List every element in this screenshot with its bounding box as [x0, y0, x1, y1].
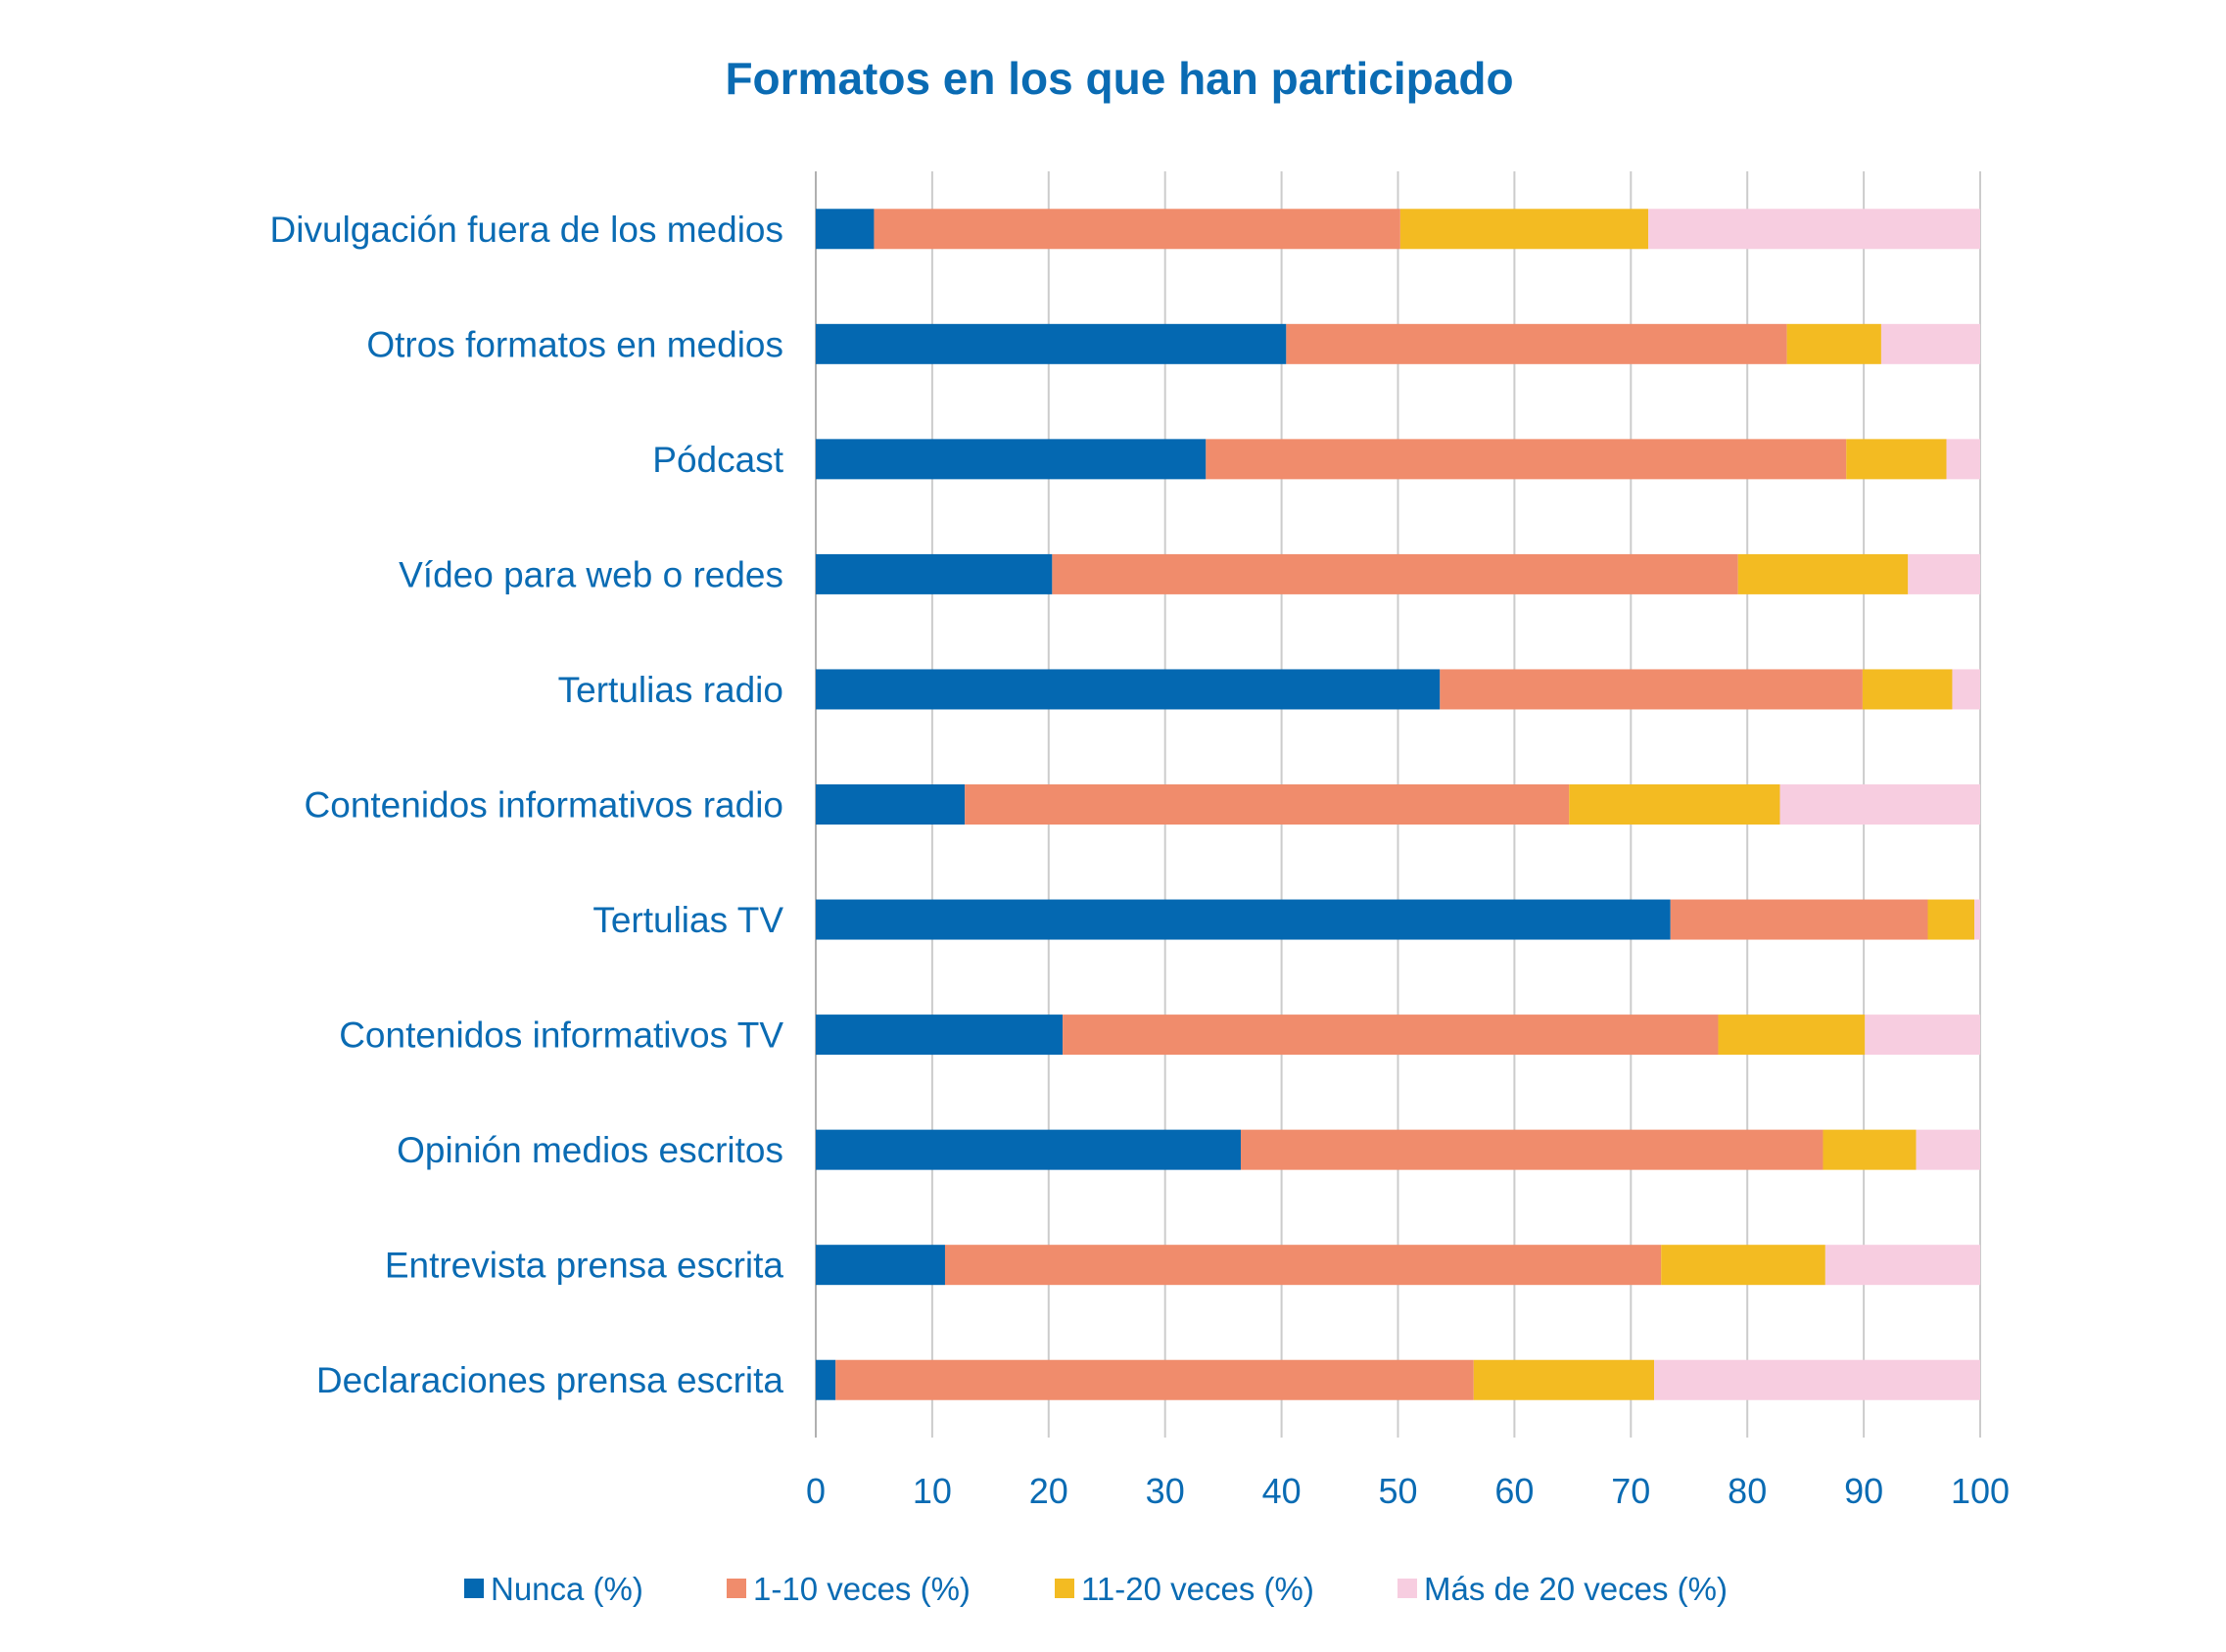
- bar-1-6: [1670, 899, 1928, 940]
- bar-1-4: [1440, 669, 1863, 710]
- category-label: Opinión medios escritos: [397, 1130, 783, 1170]
- bar-0-7: [816, 1015, 1064, 1056]
- x-tick-label: 70: [1611, 1471, 1650, 1511]
- x-tick-labels: 0 10 20 30 40 50 60 70 80 90 100: [806, 1471, 2010, 1511]
- bar-3-10: [1654, 1359, 1980, 1400]
- bar-3-5: [1779, 784, 1980, 825]
- bar-2-6: [1927, 899, 1975, 940]
- bar-0-1: [816, 323, 1287, 364]
- category-label: Tertulias radio: [558, 670, 783, 710]
- bar-2-10: [1473, 1359, 1655, 1400]
- bar-1-3: [1052, 553, 1738, 594]
- x-tick-label: 50: [1378, 1471, 1417, 1511]
- bar-0-0: [816, 209, 875, 250]
- legend-swatch: [464, 1579, 484, 1598]
- bar-1-7: [1063, 1015, 1719, 1056]
- bar-2-9: [1661, 1245, 1825, 1286]
- category-label: Contenidos informativos radio: [305, 785, 783, 826]
- legend-swatch: [1397, 1579, 1417, 1598]
- x-tick-label: 90: [1844, 1471, 1883, 1511]
- legend-swatch: [727, 1579, 746, 1598]
- bar-1-9: [944, 1245, 1662, 1286]
- bar-2-3: [1737, 553, 1909, 594]
- x-tick-label: 100: [1951, 1471, 2010, 1511]
- x-tick-label: 20: [1029, 1471, 1068, 1511]
- category-label: Pódcast: [652, 440, 783, 480]
- bar-1-8: [1240, 1129, 1823, 1170]
- bar-3-4: [1952, 669, 1980, 710]
- bar-1-10: [835, 1359, 1474, 1400]
- bar-0-3: [816, 553, 1053, 594]
- x-tick-label: 80: [1728, 1471, 1767, 1511]
- legend-swatch: [1055, 1579, 1074, 1598]
- legend-label: Más de 20 veces (%): [1424, 1571, 1728, 1607]
- x-tick-label: 30: [1146, 1471, 1185, 1511]
- bar-1-0: [874, 209, 1400, 250]
- category-label: Contenidos informativos TV: [339, 1015, 783, 1056]
- bar-2-8: [1823, 1129, 1917, 1170]
- bar-2-1: [1786, 323, 1881, 364]
- bar-1-5: [965, 784, 1570, 825]
- category-label: Otros formatos en medios: [366, 324, 783, 364]
- bar-2-0: [1399, 209, 1649, 250]
- chart-title: Formatos en los que han participado: [725, 53, 1513, 104]
- bar-3-8: [1916, 1129, 1980, 1170]
- bar-1-1: [1286, 323, 1787, 364]
- legend-label: 1-10 veces (%): [753, 1571, 971, 1607]
- bar-3-1: [1880, 323, 1980, 364]
- bar-2-4: [1862, 669, 1953, 710]
- x-tick-label: 0: [806, 1471, 826, 1511]
- bar-0-9: [816, 1245, 945, 1286]
- bar-3-6: [1974, 899, 1980, 940]
- bar-3-7: [1865, 1015, 1980, 1056]
- legend: Nunca (%) 1-10 veces (%) 11-20 veces (%) Má…: [464, 1571, 1728, 1607]
- bar-0-6: [816, 899, 1671, 940]
- category-label: Vídeo para web o redes: [399, 554, 783, 594]
- bars: [816, 209, 1980, 1400]
- bar-0-2: [816, 439, 1207, 480]
- category-label: Divulgación fuera de los medios: [270, 210, 783, 250]
- bar-2-5: [1569, 784, 1780, 825]
- bar-1-2: [1206, 439, 1847, 480]
- bar-0-10: [816, 1359, 836, 1400]
- x-tick-label: 60: [1494, 1471, 1534, 1511]
- category-label: Tertulias TV: [592, 900, 783, 940]
- x-tick-label: 10: [913, 1471, 952, 1511]
- bar-0-5: [816, 784, 966, 825]
- bar-0-4: [816, 669, 1441, 710]
- bar-3-2: [1946, 439, 1980, 480]
- bar-3-9: [1824, 1245, 1980, 1286]
- category-label: Entrevista prensa escrita: [385, 1246, 784, 1286]
- bar-2-7: [1718, 1015, 1866, 1056]
- bar-2-2: [1846, 439, 1947, 480]
- x-tick-label: 40: [1262, 1471, 1302, 1511]
- bar-3-3: [1908, 553, 1980, 594]
- legend-label: Nunca (%): [491, 1571, 643, 1607]
- bar-0-8: [816, 1129, 1241, 1170]
- category-label: Declaraciones prensa escrita: [316, 1360, 784, 1400]
- category-labels: Divulgación fuera de los medios Otros for…: [270, 210, 784, 1400]
- bar-3-0: [1648, 209, 1980, 250]
- legend-label: 11-20 veces (%): [1081, 1571, 1314, 1607]
